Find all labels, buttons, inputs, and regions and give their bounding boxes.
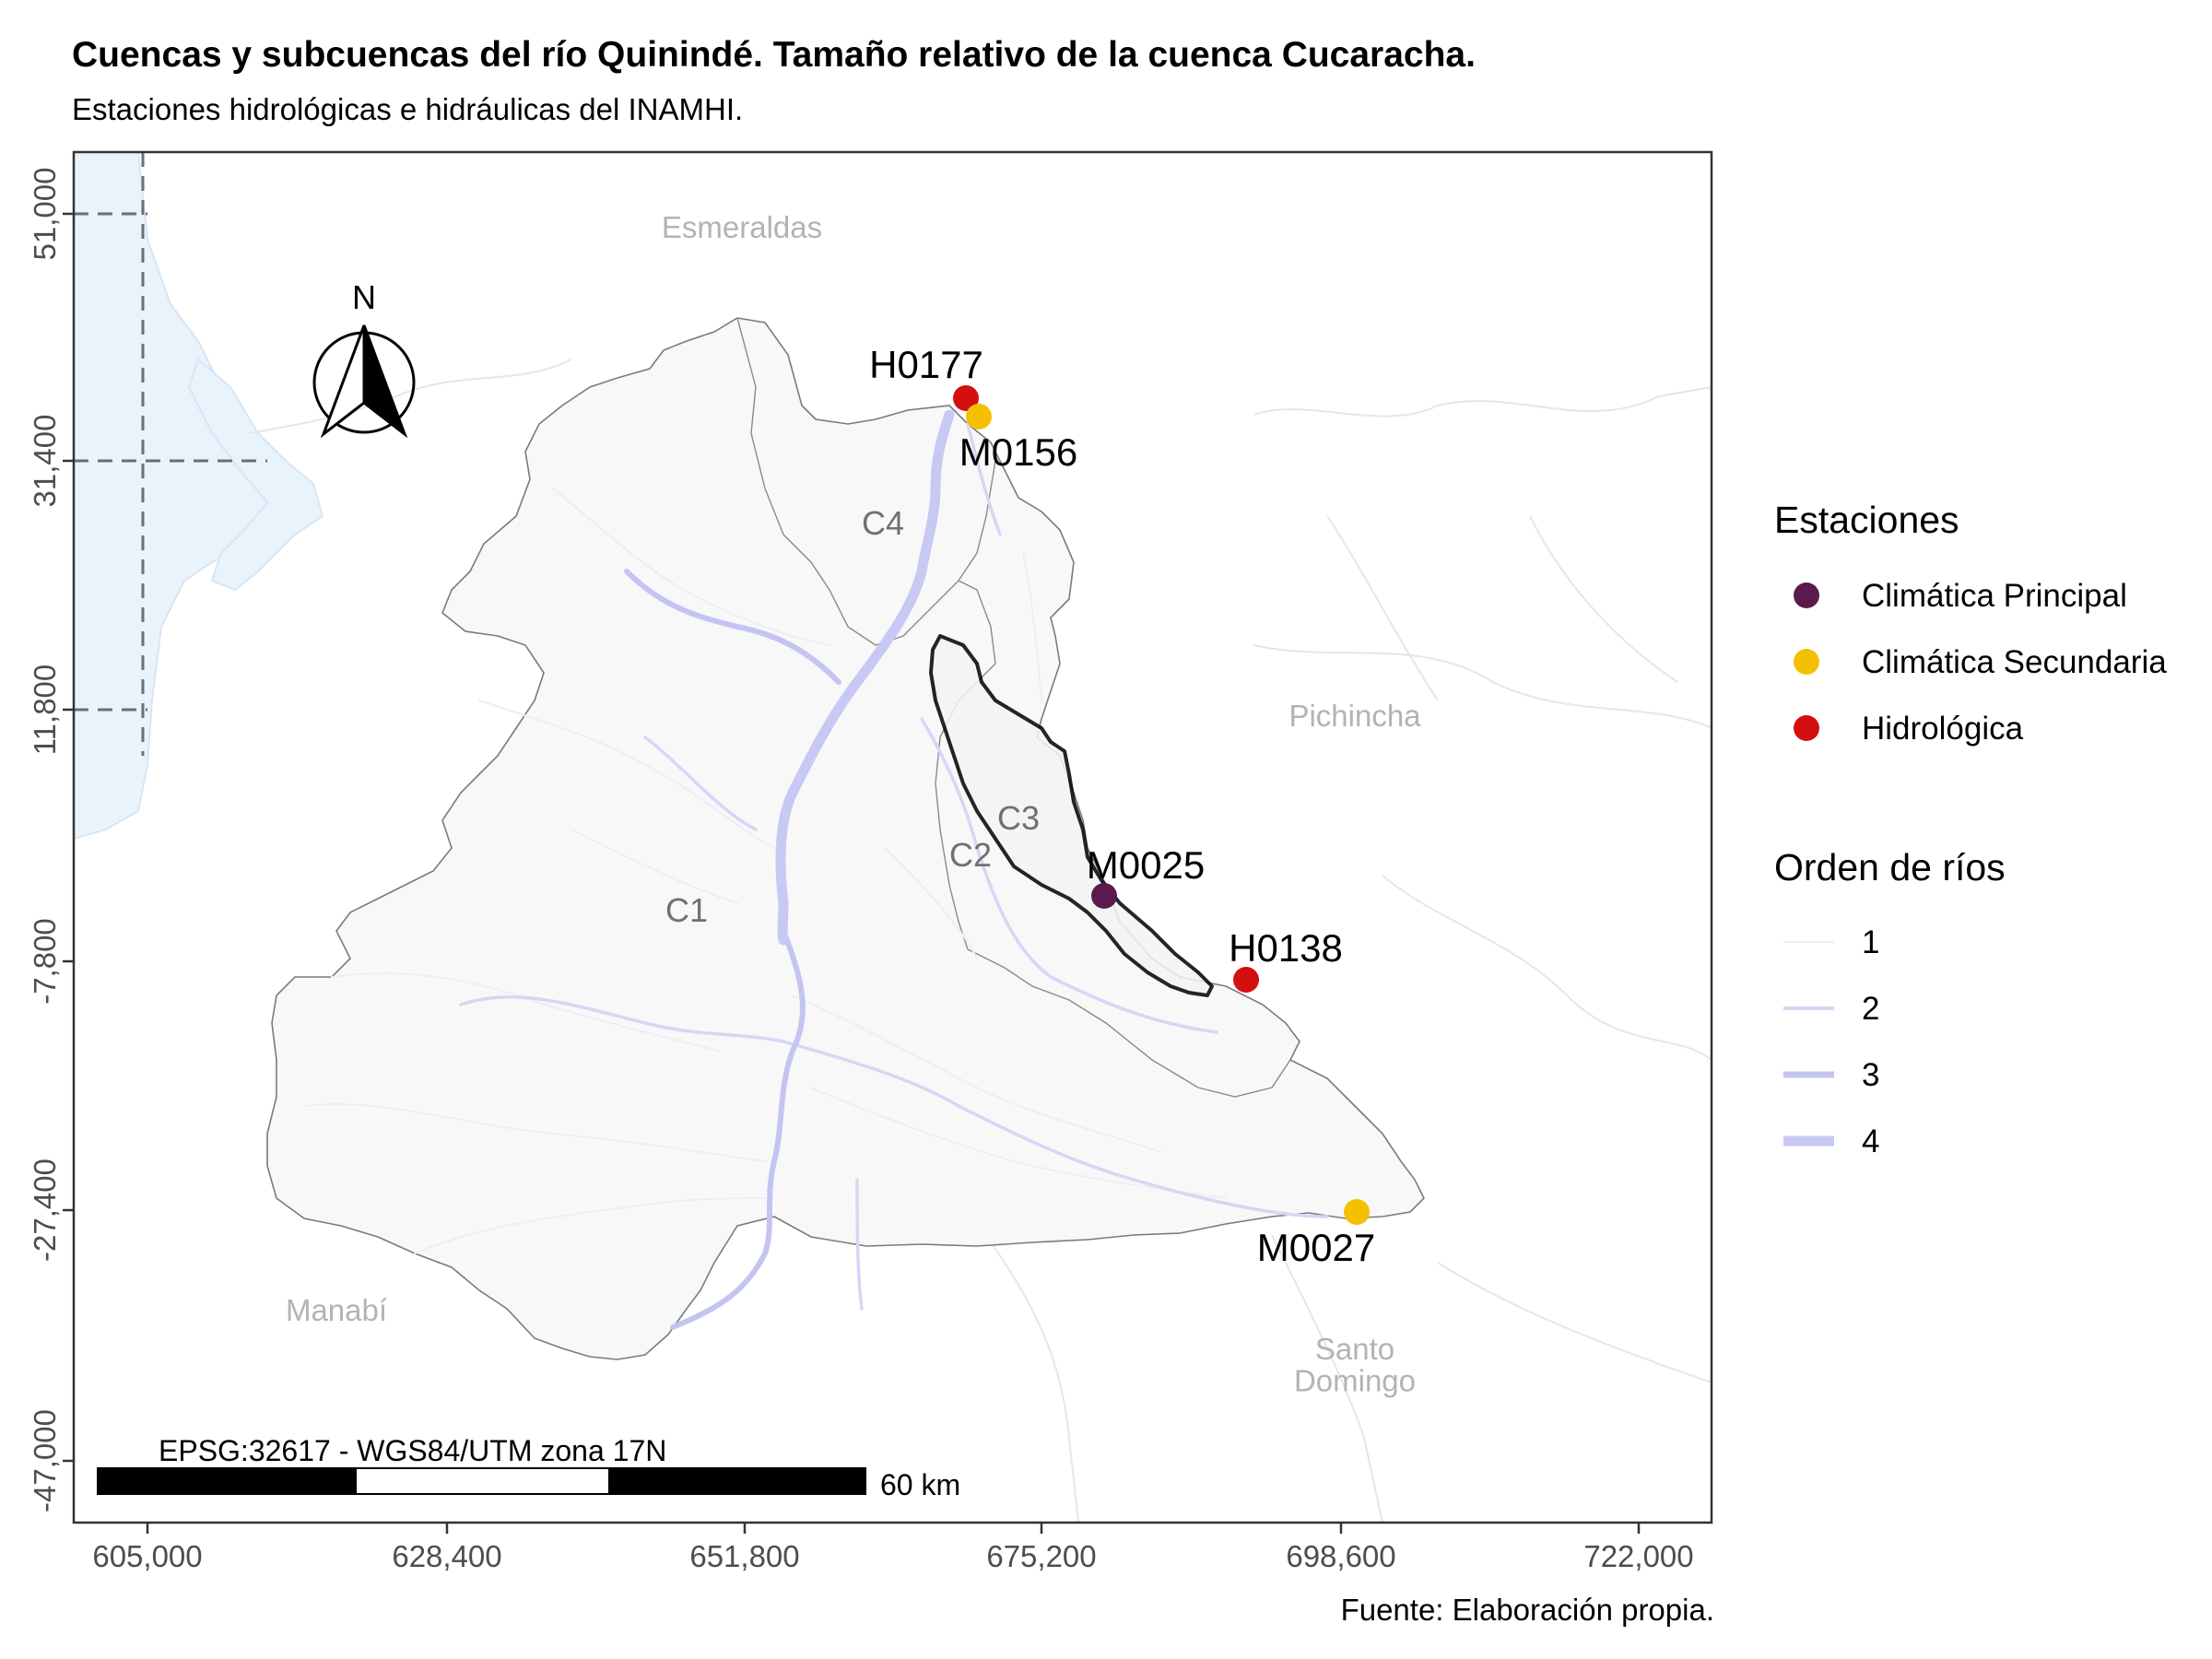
north-arrow-label: N (352, 278, 376, 316)
x-tick-label: 605,000 (92, 1539, 202, 1573)
subbasin-label-c4: C4 (862, 504, 904, 542)
estuary (187, 358, 324, 592)
station-m0025-marker (1091, 883, 1117, 909)
station-h0138-label: H0138 (1229, 926, 1343, 970)
scale-label: 60 km (880, 1468, 960, 1501)
station-m0025-label: M0025 (1087, 843, 1205, 887)
x-tick-label: 722,000 (1583, 1539, 1693, 1573)
x-tick-label: 698,600 (1286, 1539, 1395, 1573)
legend-label-climatica-secundaria: Climática Secundaria (1862, 644, 2167, 680)
province-label-manabi: Manabí (286, 1293, 387, 1327)
province-label-line: Domingo (1294, 1364, 1416, 1398)
province-label-line: Santo (1315, 1332, 1394, 1366)
legend-label-river-order-1: 1 (1862, 924, 1879, 960)
station-m0027-marker (1344, 1199, 1370, 1225)
x-tick-label: 675,200 (986, 1539, 1096, 1573)
map-title: Cuencas y subcuencas del río Quinindé. T… (72, 35, 1476, 75)
north-arrow: N (312, 278, 416, 439)
province-label-santo-domingo: Santo Domingo (1294, 1332, 1416, 1398)
x-tick-label: 628,400 (392, 1539, 501, 1573)
basin-cucaracha (929, 634, 1214, 997)
province-label-line: Manabí (286, 1293, 387, 1327)
crs-label: EPSG:32617 - WGS84/UTM zona 17N (159, 1434, 666, 1467)
province-label-line: Esmeraldas (662, 210, 822, 244)
legend-label-river-order-3: 3 (1862, 1057, 1879, 1093)
subbasin-label-c3: C3 (997, 799, 1040, 837)
map-subtitle: Estaciones hidrológicas e hidráulicas de… (72, 92, 744, 126)
y-tick-label: -27,400 (28, 1159, 62, 1262)
legend-key-climatica-principal (1794, 582, 1819, 608)
legend-label-climatica-principal: Climática Principal (1862, 578, 2127, 614)
station-h0138-marker (1233, 967, 1259, 993)
graticule-stubs (74, 212, 267, 712)
subbasin-labels: C1 C2 C3 C4 (665, 504, 1040, 929)
source-caption: Fuente: Elaboración propia. (1340, 1593, 1714, 1627)
province-labels: Esmeraldas Pichincha Manabí Santo Domingo (286, 210, 1421, 1398)
legend-label-river-order-2: 2 (1862, 991, 1879, 1027)
legend-label-river-order-4: 4 (1862, 1124, 1879, 1159)
station-m0027-label: M0027 (1257, 1226, 1375, 1269)
stations: H0177 M0156 M0025 H0138 M0027 (869, 343, 1375, 1269)
subbasin-divides (736, 317, 1291, 1098)
legend-key-climatica-secundaria (1794, 649, 1819, 675)
subbasin-label-c1: C1 (665, 891, 708, 929)
legend: Estaciones Climática Principal Climática… (1774, 499, 2167, 1159)
station-m0156-label: M0156 (959, 430, 1077, 474)
province-label-esmeraldas: Esmeraldas (662, 210, 822, 244)
legend-label-hidrologica: Hidrológica (1862, 711, 2024, 747)
map-panel: Esmeraldas Pichincha Manabí Santo Domingo… (74, 152, 1712, 1523)
y-tick-label: -7,800 (28, 918, 62, 1005)
basin-quininde (266, 317, 1425, 1360)
y-axis-labels: 51,000 31,400 11,800 -7,800 -27,400 -47,… (28, 168, 62, 1512)
axis-ticks (63, 212, 1641, 1534)
panel-border (72, 150, 1713, 1524)
y-tick-label: 31,400 (28, 415, 62, 508)
legend-rivers-title: Orden de ríos (1774, 846, 2006, 888)
subbasin-label-c2: C2 (949, 836, 992, 874)
station-h0177-marker (953, 385, 979, 411)
station-h0177-label: H0177 (869, 343, 983, 386)
legend-key-hidrologica (1794, 715, 1819, 741)
province-label-pichincha: Pichincha (1288, 699, 1421, 733)
y-tick-label: -47,000 (28, 1409, 62, 1512)
x-tick-label: 651,800 (689, 1539, 799, 1573)
x-axis-labels: 605,000 628,400 651,800 675,200 698,600 … (92, 1539, 1693, 1573)
y-tick-label: 51,000 (28, 168, 62, 261)
province-label-line: Pichincha (1288, 699, 1421, 733)
rivers (303, 409, 1329, 1330)
y-tick-label: 11,800 (28, 665, 62, 755)
station-m0156-marker (966, 404, 992, 429)
scale-bar: EPSG:32617 - WGS84/UTM zona 17N 60 km (97, 1434, 960, 1501)
admin-boundaries (248, 359, 1712, 1523)
legend-stations-title: Estaciones (1774, 499, 1959, 541)
